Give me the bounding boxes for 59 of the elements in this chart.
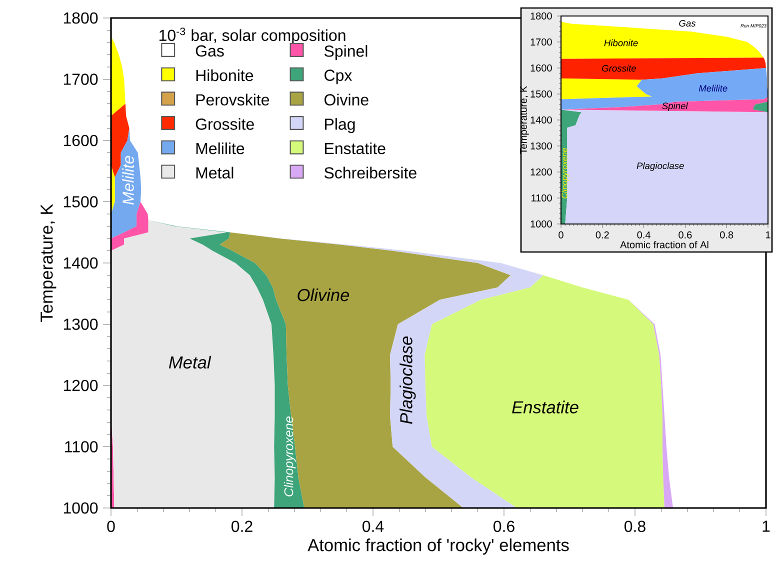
annotation: Metal — [168, 356, 212, 369]
legend-label: Spinel — [324, 45, 368, 60]
annotation: Gas — [679, 20, 696, 27]
y-tick-label: 1800 — [530, 12, 552, 20]
x-tick-label: 0.6 — [678, 231, 692, 238]
annotation: Hibonite — [604, 39, 638, 46]
x-tick-label: 0.4 — [637, 231, 650, 238]
legend-label: Perovskite — [196, 94, 270, 106]
y-tick-label: 1500 — [64, 196, 98, 208]
y-tick-label: 1400 — [64, 257, 98, 269]
annotation: Clinopyroxene — [284, 416, 296, 496]
y-tick-label: 1600 — [530, 64, 552, 72]
y-tick-label: 1100 — [65, 441, 98, 452]
legend-label: Oivine — [324, 94, 368, 106]
legend-label: Metal — [196, 166, 234, 179]
y-tick-label: 1200 — [530, 168, 552, 176]
y-tick-label: 1000 — [64, 502, 98, 514]
y-tick-label: 1300 — [530, 142, 552, 150]
x-tick-label: 0.2 — [232, 520, 252, 532]
x-tick-label: 1 — [762, 520, 770, 532]
y-tick-label: 1400 — [530, 116, 552, 124]
x-tick-label: 0 — [107, 520, 115, 532]
annotation: Spinel — [662, 102, 688, 112]
y-tick-label: 1200 — [64, 380, 98, 392]
x-tick-label: 0.6 — [494, 520, 514, 532]
annotation: Clinopyroxene — [561, 148, 569, 198]
legend-label: Plag — [325, 118, 355, 134]
legend-label: Gas — [196, 45, 224, 57]
legend-label: Enstatite — [325, 142, 386, 154]
legend-label: Schreibersite — [324, 166, 416, 179]
x-tick-label: 0.8 — [720, 231, 734, 238]
y-tick-label: 1300 — [64, 318, 98, 330]
x-tick-label: 0.4 — [362, 520, 384, 532]
y-tick-label: 1800 — [64, 12, 98, 24]
legend-label: Grossite — [196, 118, 254, 130]
legend-label: Melilite — [196, 142, 244, 154]
y-tick-label: 1700 — [64, 74, 98, 85]
y-tick-label: 1500 — [530, 90, 552, 98]
y-axis-title: Temperature, K — [40, 204, 56, 322]
x-axis-title: Atomic fraction of Al — [620, 240, 708, 248]
y-tick-label: 1700 — [530, 38, 552, 46]
legend-title: 10$^{-3}$ bar, solar composition — [160, 28, 346, 44]
annotation: Olivine — [298, 288, 350, 302]
y-tick-label: 1100 — [532, 194, 552, 202]
legend-label: Cpx — [324, 70, 352, 84]
x-tick-label: 0.8 — [624, 520, 646, 532]
annotation: Plagioclase — [636, 162, 684, 171]
legend-label: Hibonite — [196, 69, 254, 82]
annotation: Melilite — [698, 84, 728, 92]
annotation: Plagioclase — [400, 336, 416, 424]
x-tick-label: 0.2 — [596, 231, 609, 238]
x-tick-label: 0 — [558, 231, 564, 238]
annotation: Enstatite — [512, 400, 578, 414]
annotation: Grossite — [602, 64, 636, 72]
x-tick-label: 1 — [766, 231, 770, 238]
x-axis-title: Atomic fraction of 'rocky' elements — [308, 538, 569, 555]
y-tick-label: 1000 — [530, 220, 552, 228]
y-tick-label: 1600 — [64, 134, 98, 146]
annotation: Melilite — [122, 156, 134, 205]
